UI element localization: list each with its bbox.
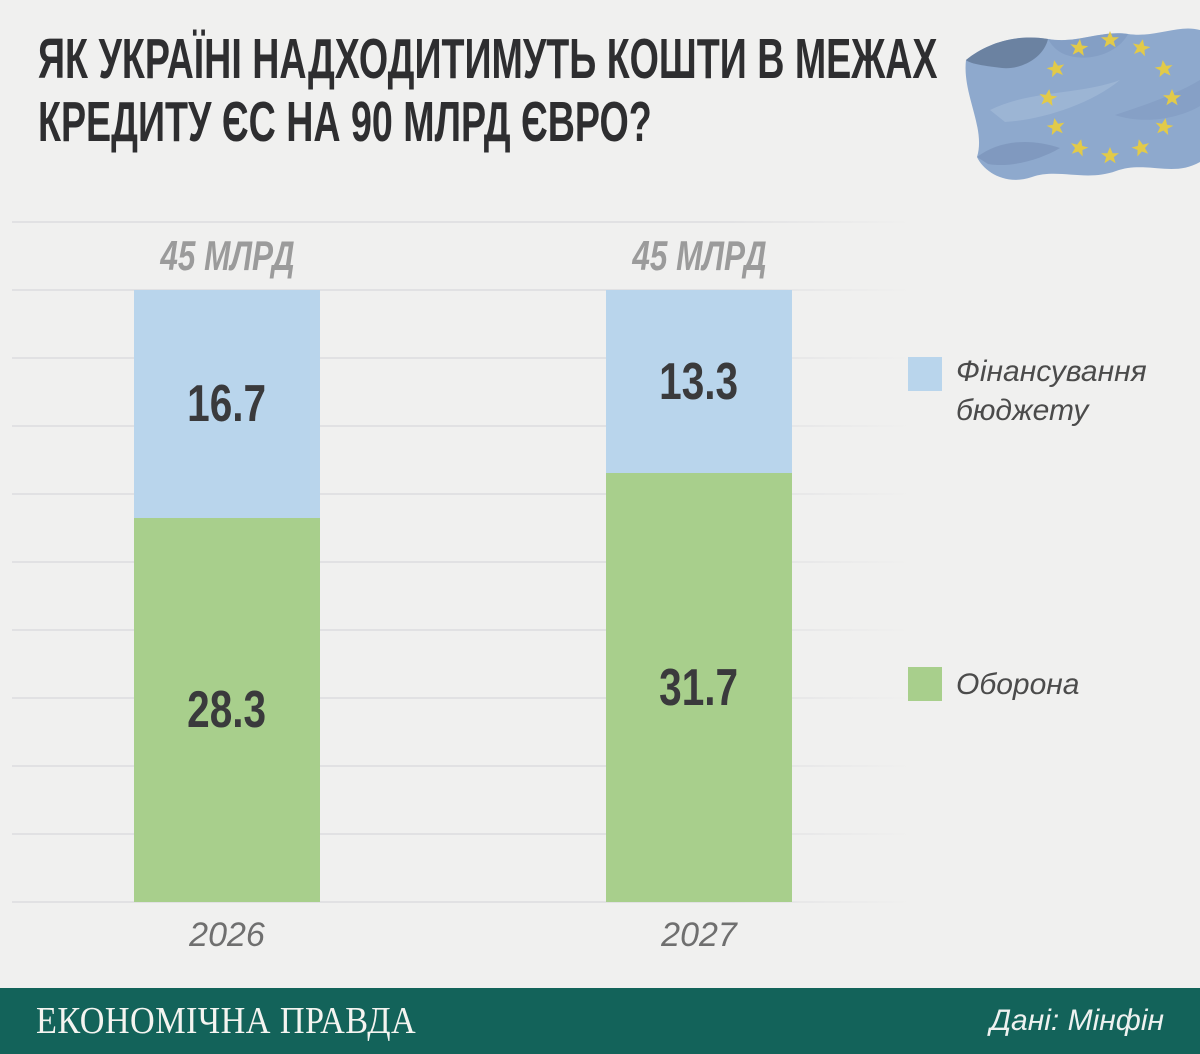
gridline [12, 833, 912, 835]
eu-flag-stars [1039, 31, 1181, 164]
legend-swatch-defense [908, 667, 942, 701]
legend-label-budget: Фінансування бюджету [956, 355, 1147, 427]
legend-label-defense: Оборона [956, 668, 1080, 701]
eu-flag-icon [965, 28, 1200, 180]
page-title-line2: КРЕДИТУ ЄС НА 90 МЛРД ЄВРО? [38, 90, 652, 154]
gridline [12, 697, 912, 699]
bar-2026-budget-value: 16.7 [187, 375, 267, 433]
page-title: ЯК УКРАЇНІ НАДХОДИТИМУТЬ КОШТИ В МЕЖАХ К… [38, 28, 978, 154]
bar-2026-defense-segment: 28.3 [134, 518, 320, 902]
gridline [12, 561, 912, 563]
gridline [12, 289, 912, 291]
data-source-label: Дані: Мінфін [989, 1004, 1164, 1037]
footer-bar: ЕКОНОМІЧНА ПРАВДА Дані: Мінфін [0, 988, 1200, 1054]
bar-2027-budget-value: 13.3 [659, 352, 739, 411]
bar-2027-year-label: 2027 [661, 916, 737, 954]
legend-swatch-budget [908, 357, 942, 391]
bar-2026-year-label: 2026 [189, 916, 265, 954]
bar-2027-total-label: 45 МЛРД [631, 232, 767, 279]
gridline [12, 357, 912, 359]
bar-2026-total-label: 45 МЛРД [159, 232, 295, 279]
gridline [12, 425, 912, 427]
bar-2026-defense-value: 28.3 [187, 681, 267, 739]
gridline [12, 629, 912, 631]
bar-2027-budget-segment: 13.3 [606, 290, 792, 473]
page-title-line1: ЯК УКРАЇНІ НАДХОДИТИМУТЬ КОШТИ В МЕЖАХ [38, 27, 938, 91]
bar-2027-defense-value: 31.7 [659, 658, 739, 717]
gridline [12, 901, 912, 903]
gridline [12, 765, 912, 767]
bar-2027-defense-segment: 31.7 [606, 473, 792, 902]
gridline [12, 221, 912, 223]
bar-2026-budget-segment: 16.7 [134, 290, 320, 518]
publisher-logo: ЕКОНОМІЧНА ПРАВДА [36, 1000, 417, 1042]
gridline [12, 493, 912, 495]
